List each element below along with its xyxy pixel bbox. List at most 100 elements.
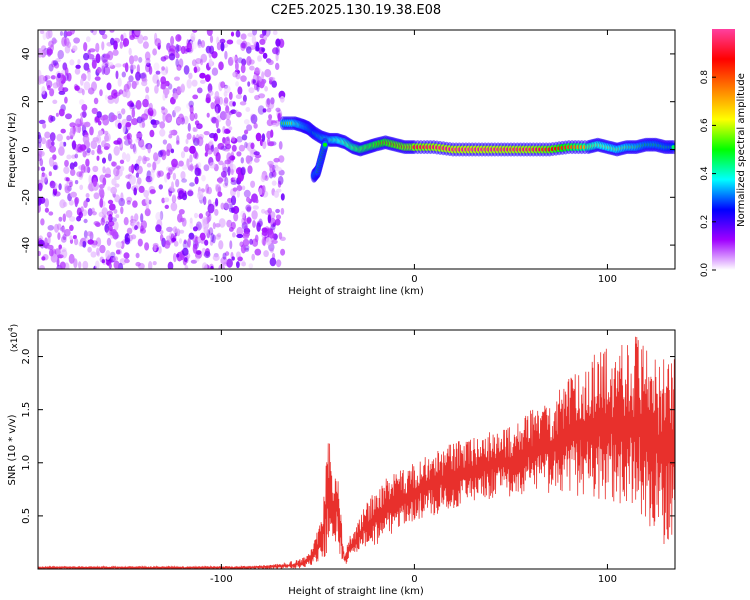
noise-speckle [166, 235, 171, 241]
noise-speckle [110, 217, 117, 222]
noise-speckle [206, 147, 213, 155]
noise-speckle [58, 183, 62, 191]
noise-speckle [141, 113, 149, 121]
noise-speckle [125, 122, 132, 128]
noise-speckle [135, 137, 140, 143]
noise-speckle [110, 37, 115, 46]
noise-speckle [52, 60, 58, 66]
noise-speckle [268, 231, 275, 239]
noise-speckle [107, 199, 114, 205]
noise-speckle [169, 130, 174, 135]
noise-speckle [119, 159, 125, 164]
noise-speckle [174, 106, 182, 112]
noise-speckle [94, 76, 101, 81]
noise-speckle [172, 110, 176, 118]
noise-speckle [59, 141, 65, 151]
noise-speckle [49, 145, 56, 153]
noise-speckle [169, 186, 174, 192]
y-tick-label: 40 [21, 48, 32, 61]
x-tick-label: 0 [411, 274, 417, 285]
noise-speckle [199, 232, 206, 241]
noise-speckle [265, 98, 271, 108]
noise-speckle [253, 122, 258, 129]
noise-speckle [155, 70, 161, 75]
noise-speckle [109, 30, 115, 33]
noise-speckle [134, 213, 139, 222]
noise-speckle [251, 210, 258, 220]
noise-speckle [165, 66, 169, 74]
noise-speckle [265, 237, 272, 246]
noise-speckle [262, 140, 267, 150]
y-tick-label: 2.0 [21, 349, 32, 365]
noise-speckle [173, 107, 180, 114]
noise-speckle [240, 33, 247, 40]
noise-speckle [177, 213, 183, 223]
noise-speckle [219, 38, 226, 44]
noise-speckle [183, 65, 190, 75]
noise-speckle [40, 218, 45, 226]
noise-speckle [235, 30, 241, 38]
noise-speckle [220, 170, 227, 178]
noise-speckle [246, 124, 253, 131]
noise-speckle [203, 250, 211, 259]
noise-speckle [70, 168, 76, 176]
noise-speckle [46, 84, 51, 91]
noise-speckle [38, 204, 41, 213]
noise-speckle [203, 226, 209, 235]
noise-speckle [267, 59, 274, 66]
noise-speckle [121, 108, 126, 115]
noise-speckle [197, 162, 202, 169]
noise-speckle [161, 66, 166, 71]
noise-speckle [275, 259, 282, 268]
noise-speckle [68, 253, 75, 264]
noise-speckle [175, 58, 179, 67]
noise-speckle [69, 224, 74, 231]
noise-speckle [216, 128, 221, 134]
noise-speckle [170, 148, 175, 154]
noise-speckle [179, 229, 185, 234]
noise-speckle [183, 239, 187, 245]
y-tick-label: -40 [21, 237, 32, 253]
noise-speckle [223, 97, 229, 104]
noise-speckle [132, 145, 138, 155]
noise-speckle [231, 56, 238, 61]
noise-speckle [48, 63, 54, 72]
noise-speckle [266, 30, 270, 38]
noise-speckle [236, 136, 243, 143]
noise-speckle [63, 228, 71, 237]
noise-speckle [257, 55, 262, 62]
noise-speckle [275, 214, 282, 220]
noise-speckle [218, 96, 224, 105]
noise-speckle [160, 85, 166, 90]
noise-speckle [182, 164, 188, 170]
noise-speckle [48, 156, 55, 167]
noise-speckle [280, 207, 285, 215]
colorbar-tick-label: 0.0 [700, 263, 710, 278]
noise-speckle [216, 42, 222, 51]
noise-speckle [115, 63, 122, 68]
noise-speckle [185, 138, 189, 145]
noise-speckle [112, 256, 119, 262]
noise-speckle [145, 175, 153, 183]
noise-speckle [200, 40, 206, 48]
noise-speckle [172, 172, 177, 181]
noise-speckle [218, 218, 226, 228]
noise-speckle [236, 261, 240, 269]
noise-speckle [215, 106, 219, 116]
noise-speckle [160, 76, 167, 85]
noise-speckle [224, 159, 231, 165]
noise-speckle [87, 239, 94, 245]
noise-speckle [139, 122, 146, 128]
noise-speckle [102, 33, 108, 40]
noise-speckle [147, 143, 151, 154]
noise-speckle [202, 218, 207, 228]
noise-speckle [115, 241, 123, 249]
noise-speckle [88, 48, 96, 53]
noise-speckle [168, 53, 176, 61]
noise-speckle [252, 205, 259, 210]
noise-speckle [214, 234, 221, 240]
noise-speckle [220, 145, 227, 151]
noise-speckle [176, 253, 180, 258]
noise-speckle [187, 190, 194, 197]
noise-speckle [250, 180, 256, 188]
